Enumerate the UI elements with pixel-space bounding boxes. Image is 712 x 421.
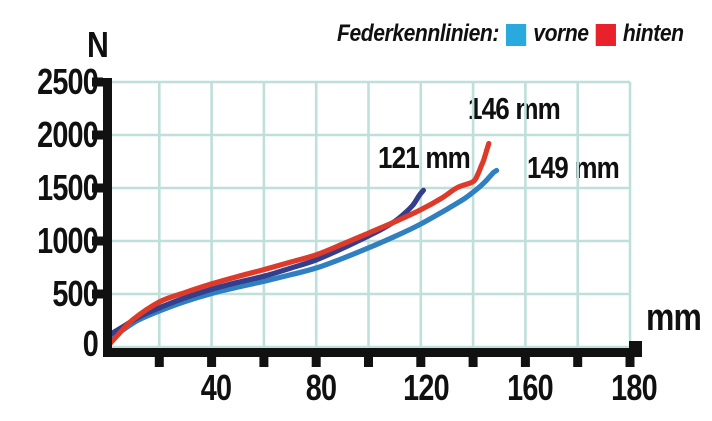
legend-label-vorne: vorne: [533, 20, 589, 47]
legend: Federkennlinien: vorne hinten: [337, 22, 684, 46]
x-tick-40: 40: [200, 367, 232, 408]
y-tick-2500: 2500: [37, 61, 99, 102]
legend-swatch-hinten: [595, 23, 616, 46]
axes: [92, 77, 642, 367]
x-tick-160: 160: [507, 367, 553, 408]
y-axis-unit: N: [87, 24, 109, 65]
x-axis-unit: mm: [646, 297, 702, 339]
y-tick-2000: 2000: [37, 114, 99, 155]
x-tick-120: 120: [403, 367, 449, 408]
curve-149-mm: [104, 167, 500, 343]
grid: [105, 80, 632, 349]
curve-121-mm: [104, 187, 426, 339]
curve-146-mm: [104, 140, 492, 350]
annotation-121mm: 121 mm: [378, 140, 471, 175]
y-tick-500: 500: [52, 273, 98, 314]
legend-swatch-vorne: [506, 23, 527, 46]
x-tick-180: 180: [611, 367, 657, 408]
annotation-146mm: 146 mm: [468, 91, 561, 126]
y-tick-0: 0: [82, 323, 99, 364]
annotation-149mm: 149 mm: [527, 150, 620, 185]
legend-title: Federkennlinien:: [337, 20, 499, 47]
legend-label-hinten: hinten: [622, 20, 684, 47]
y-tick-1500: 1500: [37, 167, 99, 208]
x-tick-80: 80: [305, 367, 337, 408]
y-tick-1000: 1000: [37, 220, 99, 261]
